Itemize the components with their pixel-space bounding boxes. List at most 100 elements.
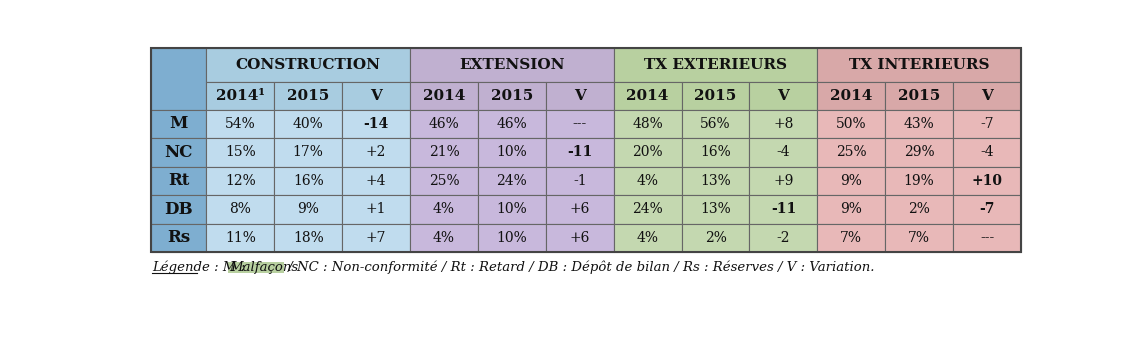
Text: Malfaçons: Malfaçons <box>230 261 298 274</box>
Bar <box>681 138 750 167</box>
Bar <box>885 110 953 138</box>
Bar <box>207 82 274 110</box>
Bar <box>614 138 681 167</box>
Bar <box>274 224 342 252</box>
Bar <box>614 48 817 82</box>
Bar <box>885 224 953 252</box>
Bar <box>885 195 953 224</box>
Text: 21%: 21% <box>429 146 459 159</box>
Bar <box>410 195 478 224</box>
Text: / NC : Non-conformité / Rt : Retard / DB : Dépôt de bilan / Rs : Réserves / V : : / NC : Non-conformité / Rt : Retard / DB… <box>285 261 874 274</box>
Text: 24%: 24% <box>632 202 663 216</box>
Text: 24%: 24% <box>496 174 527 188</box>
Bar <box>817 224 885 252</box>
Text: 4%: 4% <box>637 174 658 188</box>
Bar <box>274 110 342 138</box>
Bar <box>817 48 1021 82</box>
Bar <box>885 138 953 167</box>
Text: CONSTRUCTION: CONSTRUCTION <box>235 58 381 72</box>
Bar <box>342 138 410 167</box>
Text: 9%: 9% <box>297 202 319 216</box>
Text: 15%: 15% <box>225 146 256 159</box>
Text: -7: -7 <box>981 117 993 131</box>
Bar <box>546 224 614 252</box>
Text: +7: +7 <box>366 231 386 245</box>
Text: 9%: 9% <box>840 174 862 188</box>
Text: 18%: 18% <box>293 231 323 245</box>
Text: 2014: 2014 <box>830 89 872 103</box>
Text: -4: -4 <box>776 146 790 159</box>
Text: 2015: 2015 <box>490 89 533 103</box>
Bar <box>750 82 817 110</box>
Bar <box>151 48 207 110</box>
Text: 40%: 40% <box>293 117 323 131</box>
Bar <box>342 224 410 252</box>
Text: 29%: 29% <box>904 146 935 159</box>
Text: -14: -14 <box>363 117 389 131</box>
Text: NC: NC <box>165 144 193 161</box>
Text: -11: -11 <box>770 202 796 216</box>
Bar <box>478 82 546 110</box>
Bar <box>207 110 274 138</box>
Bar <box>885 167 953 195</box>
Bar <box>953 224 1021 252</box>
Bar <box>614 224 681 252</box>
Text: -2: -2 <box>776 231 790 245</box>
Text: 17%: 17% <box>293 146 323 159</box>
Text: 25%: 25% <box>836 146 866 159</box>
Text: 48%: 48% <box>632 117 663 131</box>
Bar <box>953 195 1021 224</box>
Bar <box>750 195 817 224</box>
Text: ---: --- <box>573 117 586 131</box>
Text: 2014: 2014 <box>626 89 669 103</box>
Bar <box>614 110 681 138</box>
Bar <box>207 167 274 195</box>
Bar <box>207 138 274 167</box>
Bar <box>546 82 614 110</box>
Bar <box>614 167 681 195</box>
Bar <box>478 167 546 195</box>
Bar <box>478 110 546 138</box>
Bar <box>546 110 614 138</box>
Text: 16%: 16% <box>701 146 730 159</box>
Bar <box>151 167 207 195</box>
Text: 2015: 2015 <box>287 89 329 103</box>
Bar <box>151 224 207 252</box>
Text: +1: +1 <box>366 202 386 216</box>
Bar <box>478 195 546 224</box>
Bar <box>274 167 342 195</box>
Text: 10%: 10% <box>496 146 527 159</box>
Text: 7%: 7% <box>909 231 930 245</box>
Text: Rt: Rt <box>168 172 190 189</box>
Bar <box>546 138 614 167</box>
Text: 4%: 4% <box>637 231 658 245</box>
Text: 56%: 56% <box>701 117 730 131</box>
Text: -4: -4 <box>981 146 993 159</box>
Bar <box>342 167 410 195</box>
Text: 2014: 2014 <box>423 89 465 103</box>
Bar <box>274 138 342 167</box>
Bar <box>410 167 478 195</box>
Bar <box>151 110 207 138</box>
Bar <box>342 82 410 110</box>
Text: Légende: Légende <box>152 261 210 274</box>
Text: -7: -7 <box>980 202 994 216</box>
Text: EXTENSION: EXTENSION <box>459 58 565 72</box>
Text: 7%: 7% <box>840 231 862 245</box>
Bar <box>750 224 817 252</box>
Text: TX INTERIEURS: TX INTERIEURS <box>849 58 990 72</box>
Bar <box>342 110 410 138</box>
Text: 2%: 2% <box>909 202 930 216</box>
Text: 46%: 46% <box>429 117 459 131</box>
Text: +8: +8 <box>773 117 793 131</box>
Text: 10%: 10% <box>496 231 527 245</box>
Bar <box>681 224 750 252</box>
Text: +4: +4 <box>366 174 386 188</box>
Bar <box>681 110 750 138</box>
Bar <box>750 138 817 167</box>
Text: +2: +2 <box>366 146 386 159</box>
Text: 8%: 8% <box>230 202 251 216</box>
Text: 12%: 12% <box>225 174 256 188</box>
Text: ---: --- <box>980 231 994 245</box>
Bar <box>750 110 817 138</box>
